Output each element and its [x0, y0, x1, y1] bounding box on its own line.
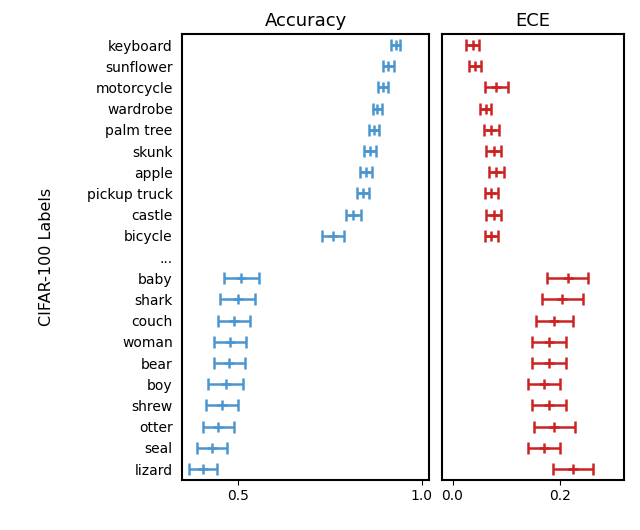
- Y-axis label: CIFAR-100 Labels: CIFAR-100 Labels: [39, 188, 54, 326]
- Title: ECE: ECE: [515, 12, 550, 30]
- Title: Accuracy: Accuracy: [264, 12, 347, 30]
